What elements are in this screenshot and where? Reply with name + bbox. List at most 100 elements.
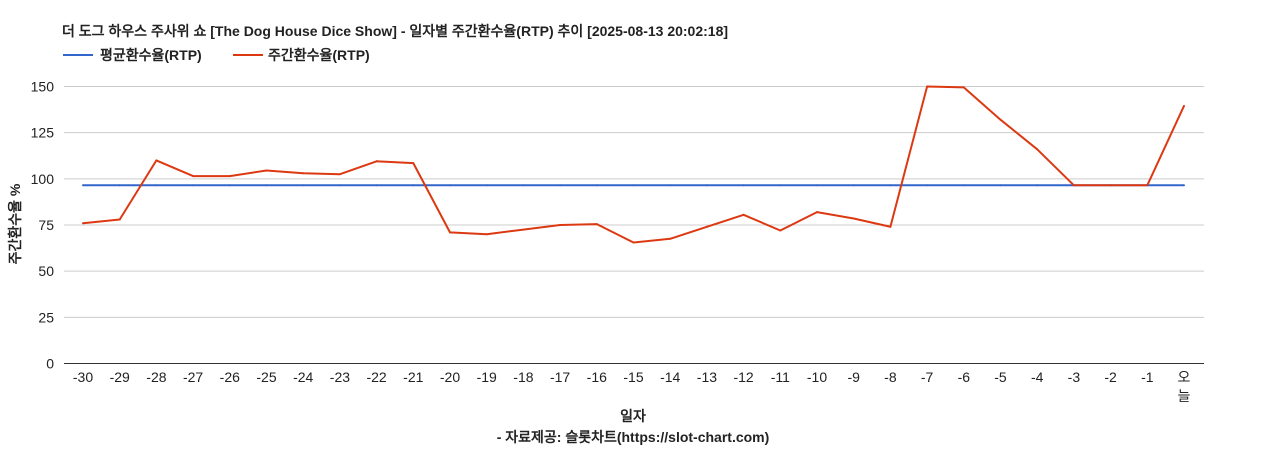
data-point xyxy=(375,184,378,187)
data-point xyxy=(485,233,488,236)
data-point xyxy=(669,184,672,187)
data-point xyxy=(705,225,708,228)
data-point xyxy=(82,222,84,225)
x-tick-label: -12 xyxy=(733,369,753,385)
data-point xyxy=(926,184,929,187)
x-tick-label: -20 xyxy=(440,369,460,385)
data-point xyxy=(779,184,782,187)
data-point xyxy=(779,229,782,232)
x-tick-label: -15 xyxy=(623,369,643,385)
data-point xyxy=(999,118,1002,121)
data-point xyxy=(1183,104,1185,107)
data-point xyxy=(522,184,525,187)
x-tick-label: -17 xyxy=(550,369,570,385)
x-tick-label: -8 xyxy=(884,369,897,385)
data-point xyxy=(338,173,341,176)
x-tick-label: -3 xyxy=(1068,369,1081,385)
series-lines xyxy=(82,85,1185,244)
data-point xyxy=(228,175,231,178)
x-tick-label: -14 xyxy=(660,369,680,385)
data-point xyxy=(816,184,818,187)
chart-title: 더 도그 하우스 주사위 쇼 [The Dog House Dice Show]… xyxy=(62,23,728,39)
y-tick-label: 100 xyxy=(31,171,55,187)
data-point xyxy=(412,184,415,187)
data-point xyxy=(485,184,488,187)
data-point xyxy=(1036,148,1039,151)
data-point xyxy=(449,184,451,187)
x-tick-label: -29 xyxy=(110,369,130,385)
y-tick-label: 25 xyxy=(38,309,54,325)
data-point xyxy=(559,224,562,226)
x-tick-label: -24 xyxy=(293,369,313,385)
data-point xyxy=(889,184,892,187)
x-tick-label: -26 xyxy=(220,369,240,385)
data-point xyxy=(522,228,525,231)
data-point xyxy=(816,211,818,214)
data-point xyxy=(449,231,451,234)
y-axis-ticks: 0 25 50 75 100 125 150 xyxy=(31,79,55,372)
data-point xyxy=(669,237,672,240)
data-point xyxy=(926,85,929,88)
x-tick-label: -11 xyxy=(771,369,790,385)
data-point xyxy=(705,184,708,187)
data-point xyxy=(742,184,745,187)
x-axis-label: 일자 xyxy=(620,408,646,424)
legend-label-weekly: 주간환수율(RTP) xyxy=(268,47,370,63)
data-point xyxy=(265,184,268,187)
y-tick-label: 75 xyxy=(38,217,54,233)
data-point xyxy=(82,184,84,187)
data-point xyxy=(962,86,965,89)
data-point xyxy=(302,172,305,175)
data-point xyxy=(192,184,195,187)
x-tick-label: -9 xyxy=(847,369,860,385)
y-tick-label: 125 xyxy=(31,125,55,141)
x-tick-label: -19 xyxy=(477,369,497,385)
legend-label-average: 평균환수율(RTP) xyxy=(100,47,202,63)
data-point xyxy=(559,184,562,187)
data-point xyxy=(1183,184,1185,187)
x-tick-label: -13 xyxy=(697,369,717,385)
x-tick-label: -23 xyxy=(330,369,350,385)
x-tick-label: -7 xyxy=(921,369,934,385)
data-point xyxy=(595,184,598,187)
data-point xyxy=(742,213,745,216)
data-point xyxy=(155,184,158,187)
x-tick-label: -1 xyxy=(1141,369,1154,385)
data-point xyxy=(412,162,415,165)
x-tick-label: -22 xyxy=(366,369,386,385)
data-point xyxy=(375,160,378,163)
data-point xyxy=(155,159,158,162)
gridlines xyxy=(64,86,1204,364)
x-tick-label: -10 xyxy=(807,369,827,385)
y-tick-label: 0 xyxy=(46,356,54,372)
y-axis-label: 주간환수율 % xyxy=(7,183,23,264)
x-tick-label: -16 xyxy=(587,369,607,385)
data-point xyxy=(118,184,121,187)
source-credit: - 자료제공: 슬롯차트(https://slot-chart.com) xyxy=(497,429,770,445)
data-point xyxy=(999,184,1002,187)
y-tick-label: 50 xyxy=(38,263,54,279)
data-point xyxy=(338,184,341,187)
data-point xyxy=(962,184,965,187)
data-point xyxy=(632,184,635,187)
x-axis-ticks: -30 -29 -28 -27 -26 -25 -24 -23 -22 -21 -20 -19 -18 -… xyxy=(73,369,1191,404)
x-tick-label: -25 xyxy=(256,369,276,385)
data-point xyxy=(852,184,855,187)
data-point xyxy=(632,241,635,244)
data-point xyxy=(1072,184,1075,187)
x-tick-label: -21 xyxy=(403,369,423,385)
data-point xyxy=(192,175,195,178)
x-tick-label: -30 xyxy=(73,369,93,385)
data-point xyxy=(889,225,892,228)
data-point xyxy=(1036,184,1039,187)
x-tick-label: -6 xyxy=(958,369,971,385)
x-tick-label: -28 xyxy=(146,369,166,385)
series-line-1 xyxy=(82,85,1185,244)
x-tick-label: -2 xyxy=(1104,369,1117,385)
data-point xyxy=(118,218,121,221)
data-point xyxy=(1109,184,1112,187)
x-tick-label: -4 xyxy=(1031,369,1044,385)
data-point xyxy=(1146,184,1149,187)
